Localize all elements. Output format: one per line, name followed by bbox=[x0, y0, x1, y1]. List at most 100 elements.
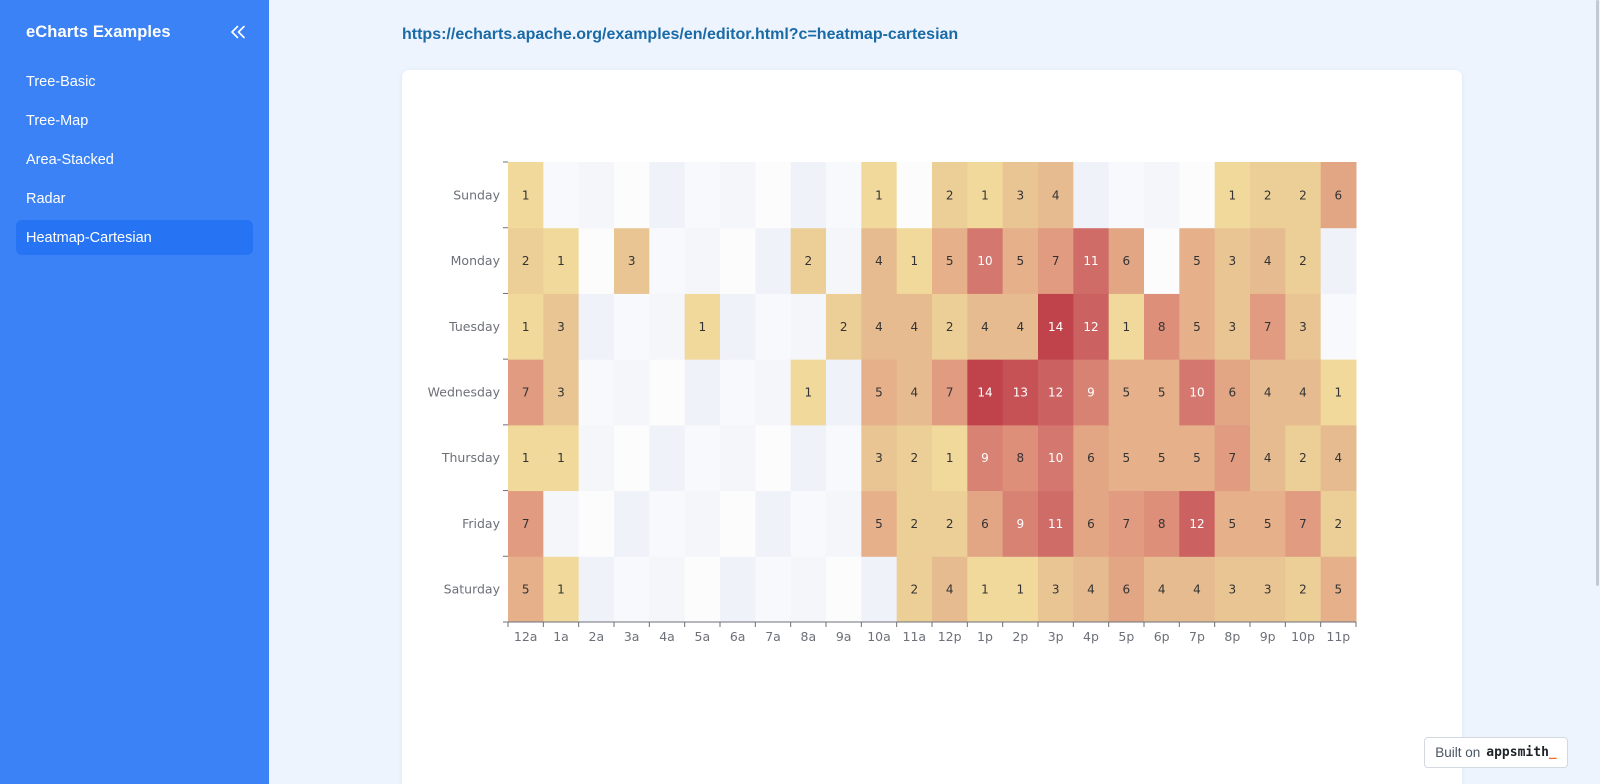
heatmap-cell[interactable] bbox=[1108, 293, 1145, 360]
heatmap-cell[interactable] bbox=[1038, 227, 1074, 294]
heatmap-cell[interactable] bbox=[1108, 556, 1145, 623]
heatmap-cell[interactable] bbox=[1179, 162, 1216, 229]
heatmap-cell[interactable] bbox=[1214, 556, 1251, 623]
heatmap-cell[interactable] bbox=[1108, 359, 1145, 426]
heatmap-cell[interactable] bbox=[508, 556, 544, 623]
heatmap-cell[interactable] bbox=[684, 293, 721, 360]
heatmap-cell[interactable] bbox=[861, 556, 898, 623]
heatmap-cell[interactable] bbox=[896, 490, 933, 557]
heatmap-cell[interactable] bbox=[1320, 556, 1357, 623]
heatmap-cell[interactable] bbox=[578, 162, 615, 229]
heatmap-cell[interactable] bbox=[614, 490, 650, 557]
heatmap-cell[interactable] bbox=[614, 359, 650, 426]
heatmap-cell[interactable] bbox=[790, 162, 827, 229]
heatmap-cell[interactable] bbox=[1285, 359, 1322, 426]
heatmap-cell[interactable] bbox=[543, 556, 580, 623]
heatmap-cell[interactable] bbox=[826, 293, 862, 360]
heatmap-cell[interactable] bbox=[1144, 293, 1180, 360]
heatmap-cell[interactable] bbox=[826, 227, 862, 294]
heatmap-cell[interactable] bbox=[755, 556, 792, 623]
heatmap-cell[interactable] bbox=[578, 490, 615, 557]
heatmap-cell[interactable] bbox=[967, 556, 1004, 623]
heatmap-cell[interactable] bbox=[967, 293, 1004, 360]
heatmap-cell[interactable] bbox=[1179, 556, 1216, 623]
heatmap-cell[interactable] bbox=[896, 293, 933, 360]
heatmap-cell[interactable] bbox=[543, 293, 580, 360]
heatmap-cell[interactable] bbox=[861, 227, 898, 294]
heatmap-cell[interactable] bbox=[1002, 424, 1039, 492]
built-on-appsmith-badge[interactable]: Built on appsmith _ bbox=[1424, 737, 1568, 768]
heatmap-cell[interactable] bbox=[1285, 162, 1322, 229]
heatmap-cell[interactable] bbox=[614, 556, 650, 623]
heatmap-cell[interactable] bbox=[1179, 490, 1216, 557]
heatmap-cell[interactable] bbox=[1250, 490, 1286, 557]
heatmap-cell[interactable] bbox=[1285, 490, 1322, 557]
heatmap-cell[interactable] bbox=[1073, 424, 1110, 492]
heatmap-cell[interactable] bbox=[508, 359, 544, 426]
heatmap-cell[interactable] bbox=[649, 227, 686, 294]
page-scrollbar[interactable] bbox=[1584, 0, 1600, 784]
heatmap-cell[interactable] bbox=[896, 162, 933, 229]
sidebar-item-radar[interactable]: Radar bbox=[16, 181, 253, 216]
heatmap-cell[interactable] bbox=[1108, 162, 1145, 229]
heatmap-cell[interactable] bbox=[896, 359, 933, 426]
heatmap-cell[interactable] bbox=[508, 490, 544, 557]
sidebar-item-tree-basic[interactable]: Tree-Basic bbox=[16, 64, 253, 99]
heatmap-cell[interactable] bbox=[755, 424, 792, 492]
heatmap-cell[interactable] bbox=[720, 424, 756, 492]
heatmap-cell[interactable] bbox=[720, 227, 756, 294]
heatmap-cell[interactable] bbox=[543, 359, 580, 426]
heatmap-cell[interactable] bbox=[790, 359, 827, 426]
heatmap-cell[interactable] bbox=[1320, 162, 1357, 229]
heatmap-cell[interactable] bbox=[720, 490, 756, 557]
heatmap-cell[interactable] bbox=[1214, 162, 1251, 229]
heatmap-cell[interactable] bbox=[578, 359, 615, 426]
heatmap-cell[interactable] bbox=[1179, 359, 1216, 426]
heatmap-cell[interactable] bbox=[1073, 293, 1110, 360]
heatmap-cell[interactable] bbox=[1002, 556, 1039, 623]
heatmap-cell[interactable] bbox=[684, 556, 721, 623]
heatmap-cell[interactable] bbox=[932, 490, 968, 557]
heatmap-cell[interactable] bbox=[1073, 490, 1110, 557]
heatmap-cell[interactable] bbox=[649, 490, 686, 557]
heatmap-cell[interactable] bbox=[1073, 556, 1110, 623]
heatmap-cell[interactable] bbox=[684, 490, 721, 557]
heatmap-cell[interactable] bbox=[1108, 424, 1145, 492]
heatmap-cell[interactable] bbox=[1285, 424, 1322, 492]
heatmap-cell[interactable] bbox=[1038, 293, 1074, 360]
heatmap-cell[interactable] bbox=[720, 359, 756, 426]
heatmap-cell[interactable] bbox=[1320, 227, 1357, 294]
heatmap-cell[interactable] bbox=[861, 424, 898, 492]
heatmap-cell[interactable] bbox=[967, 490, 1004, 557]
heatmap-cell[interactable] bbox=[543, 424, 580, 492]
heatmap-cell[interactable] bbox=[755, 162, 792, 229]
heatmap-cell[interactable] bbox=[1144, 359, 1180, 426]
heatmap-cell[interactable] bbox=[826, 424, 862, 492]
heatmap-cell[interactable] bbox=[1038, 359, 1074, 426]
heatmap-cell[interactable] bbox=[614, 162, 650, 229]
sidebar-item-tree-map[interactable]: Tree-Map bbox=[16, 103, 253, 138]
heatmap-cell[interactable] bbox=[1320, 424, 1357, 492]
heatmap-cell[interactable] bbox=[1320, 359, 1357, 426]
heatmap-cell[interactable] bbox=[720, 556, 756, 623]
heatmap-cell[interactable] bbox=[649, 162, 686, 229]
heatmap-cell[interactable] bbox=[1179, 293, 1216, 360]
heatmap-cell[interactable] bbox=[1144, 227, 1180, 294]
heatmap-cell[interactable] bbox=[826, 490, 862, 557]
heatmap-cell[interactable] bbox=[1073, 227, 1110, 294]
heatmap-cell[interactable] bbox=[649, 359, 686, 426]
heatmap-cell[interactable] bbox=[932, 424, 968, 492]
heatmap-cell[interactable] bbox=[1250, 359, 1286, 426]
heatmap-cell[interactable] bbox=[1179, 424, 1216, 492]
sidebar-item-area-stacked[interactable]: Area-Stacked bbox=[16, 142, 253, 177]
heatmap-cell[interactable] bbox=[1250, 556, 1286, 623]
heatmap-cell[interactable] bbox=[790, 227, 827, 294]
heatmap-cell[interactable] bbox=[790, 293, 827, 360]
heatmap-cell[interactable] bbox=[543, 490, 580, 557]
scrollbar-thumb[interactable] bbox=[1596, 0, 1599, 586]
heatmap-cell[interactable] bbox=[967, 162, 1004, 229]
heatmap-cell[interactable] bbox=[614, 227, 650, 294]
example-url-link[interactable]: https://echarts.apache.org/examples/en/e… bbox=[402, 26, 959, 43]
heatmap-cell[interactable] bbox=[1002, 227, 1039, 294]
heatmap-cell[interactable] bbox=[1038, 490, 1074, 557]
